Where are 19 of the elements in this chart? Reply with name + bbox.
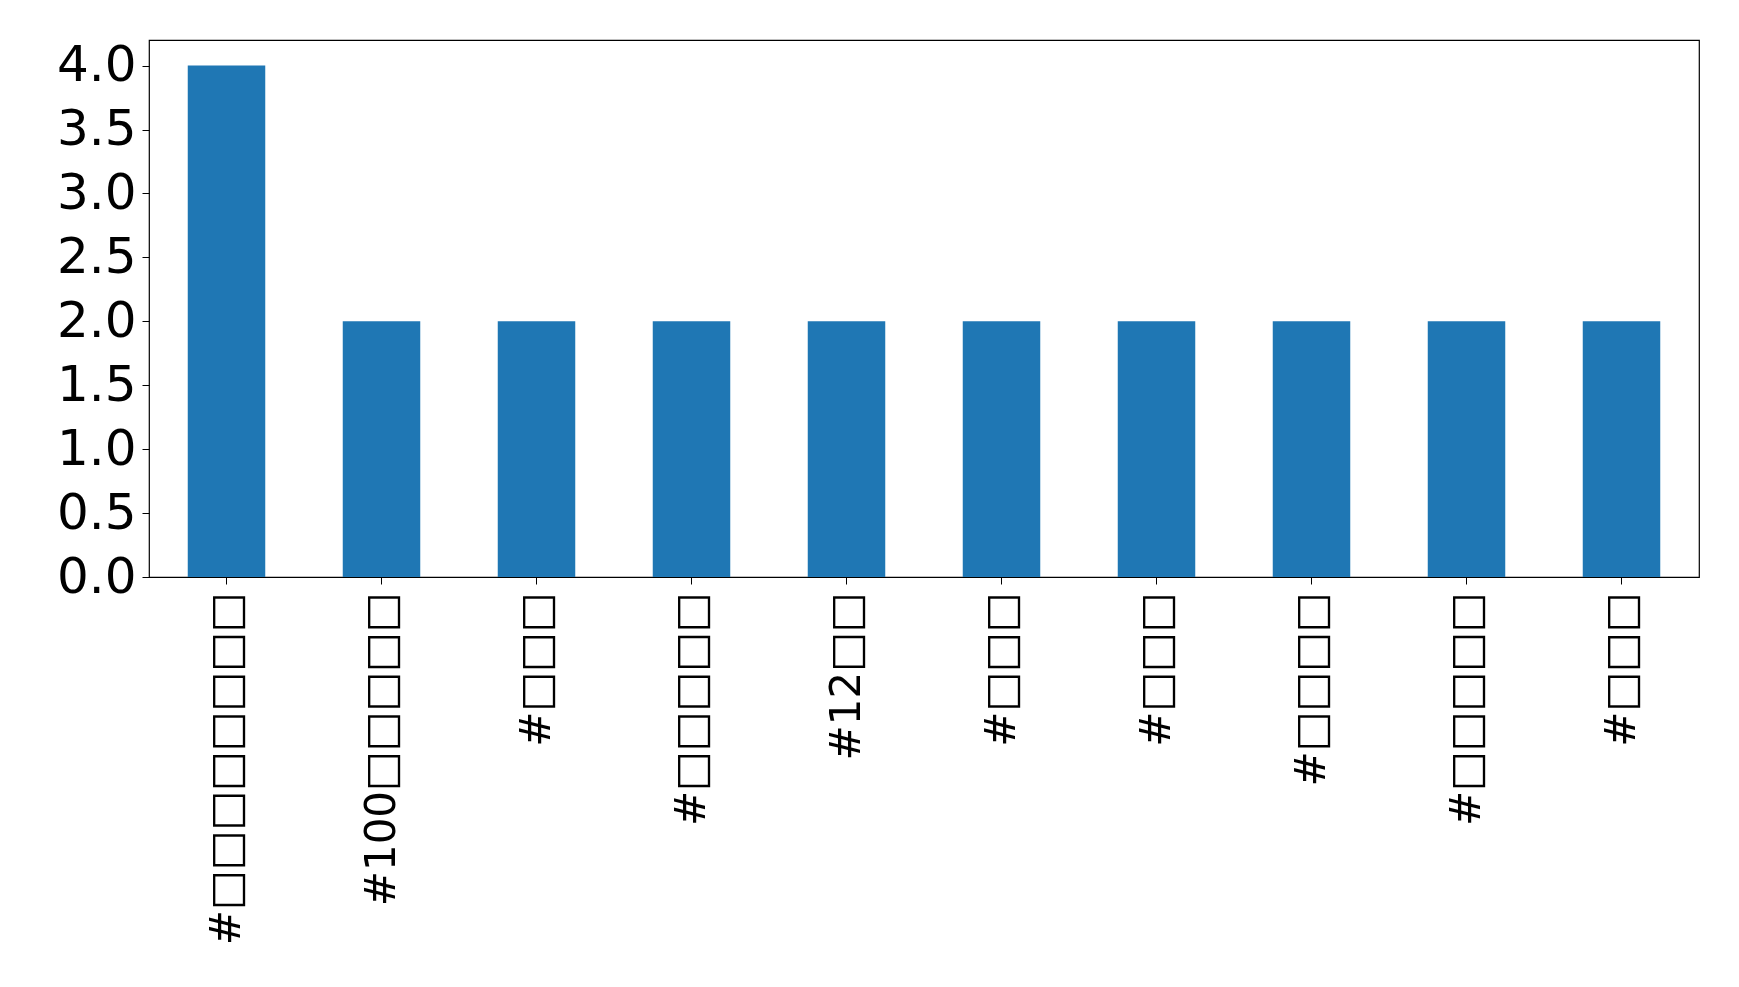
- x-tick-label: #□□□: [510, 592, 560, 747]
- y-tick-label: 4.0: [56, 35, 137, 94]
- x-tick-label: #□□□□□: [1440, 592, 1490, 827]
- y-tick-label: 1.5: [56, 354, 137, 413]
- y-tick-label: 3.5: [56, 99, 137, 157]
- y-tick-label: 0.5: [56, 482, 137, 541]
- x-tick-label: #100□□□□□: [355, 592, 405, 907]
- y-tick-label: 2.0: [56, 290, 137, 349]
- y-tick-label: 1.0: [56, 418, 137, 477]
- x-tick-label: #□□□: [975, 592, 1025, 747]
- x-tick-label: #□□□: [1595, 592, 1645, 747]
- y-tick-label: 3.0: [56, 162, 137, 221]
- x-tick-label: #12□□: [820, 592, 870, 761]
- y-tick-label: 2.5: [56, 226, 137, 285]
- x-tick-label: #□□□□□□□□: [200, 592, 250, 946]
- x-tick-label: #□□□□□: [665, 592, 715, 827]
- x-tick-label: #□□□□: [1285, 592, 1335, 787]
- x-tick-label: #□□□: [1130, 592, 1180, 747]
- y-tick-label: 0.0: [56, 546, 137, 605]
